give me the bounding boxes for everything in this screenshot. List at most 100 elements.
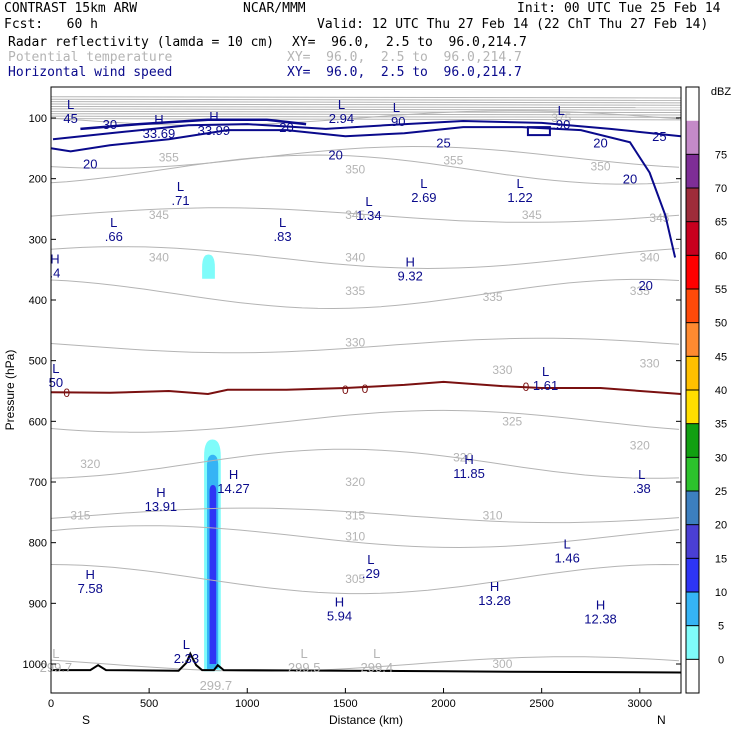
colorbar: 0 5 10 15 20 25 30 35 40 45 50 55 60 65 70 75 dBZ — [685, 86, 731, 694]
extremum-value-23: 13.28 — [478, 593, 511, 608]
extremum-value-24: 5.94 — [327, 608, 352, 623]
theta-label: 315 — [70, 508, 90, 522]
extremum-type-9: L — [516, 176, 523, 191]
extremum-value-22: 7.58 — [78, 581, 103, 596]
theta-label: 320 — [345, 475, 365, 489]
extremum-type-18: L — [638, 467, 645, 482]
extremum-value-20: 1.46 — [555, 551, 580, 566]
reflectivity-cell-3 — [202, 254, 215, 279]
colorbar-level: 55 — [715, 284, 727, 296]
wind-contour-30 — [80, 118, 307, 131]
extremum-value-8: 2.69 — [411, 190, 436, 205]
theta-label: 350 — [345, 163, 365, 177]
extremum-value-25: 12.38 — [584, 611, 617, 626]
extremum-value-28: 299.5 — [288, 660, 321, 675]
extremum-type-4: L — [393, 100, 400, 115]
extremum-value-12: .4 — [50, 266, 61, 281]
theta-upper-line — [50, 105, 682, 109]
theta-contour-355 — [50, 145, 680, 169]
wind-label: 20 — [83, 157, 97, 172]
extremum-type-21: L — [367, 552, 374, 567]
x-tick-label: 1000 — [235, 698, 259, 710]
wind-contour-closed — [526, 126, 551, 137]
extremum-value-5: .90 — [552, 117, 570, 132]
colorbar-swatch-9 — [686, 356, 699, 390]
colorbar-level: 5 — [718, 621, 724, 633]
reflectivity-layer — [202, 254, 221, 672]
zero-isotherm-line — [50, 380, 682, 396]
theta-contour-325 — [50, 409, 680, 433]
south-end-label: S — [82, 713, 90, 727]
theta-label: 320 — [80, 457, 100, 471]
extremum-type-5: L — [558, 103, 565, 118]
theta-label: 330 — [345, 335, 365, 349]
x-axis-label: Distance (km) — [329, 713, 403, 727]
forecast-hour: Fcst: 60 h — [4, 17, 98, 32]
colorbar-swatch-14 — [686, 188, 699, 222]
extremum-type-11: L — [279, 215, 286, 230]
colorbar-swatch-5 — [686, 491, 699, 525]
extremum-type-10: L — [110, 215, 117, 230]
theta-label: 330 — [640, 357, 660, 371]
extremum-type-14: L — [52, 361, 59, 376]
colorbar-level: 40 — [715, 385, 727, 397]
zero-isotherm-label: 0 — [342, 383, 349, 397]
extremum-type-1: H — [154, 112, 163, 127]
extremum-type-20: L — [564, 537, 571, 552]
colorbar-level: 30 — [715, 452, 727, 464]
colorbar-swatch-10 — [686, 322, 699, 357]
x-tick-label: 2000 — [431, 698, 455, 710]
extremum-value-9: 1.22 — [507, 190, 532, 205]
theta-label: 325 — [502, 414, 522, 428]
extremum-value-3: 2.94 — [329, 111, 354, 126]
wind-label: 25 — [652, 129, 666, 144]
colorbar-swatch-12 — [686, 255, 699, 289]
colorbar-swatch-0 — [686, 659, 699, 693]
colorbar-unit: dBZ — [711, 86, 731, 98]
colorbar-level: 20 — [715, 520, 727, 532]
theta-upper-line — [50, 101, 682, 104]
zero-isotherm-label: 0 — [362, 382, 369, 396]
zero-isotherm-label: 0 — [63, 386, 70, 400]
theta-contour-330 — [50, 337, 680, 354]
colorbar-level: 45 — [715, 351, 727, 363]
y-tick-label: 900 — [29, 598, 47, 610]
colorbar-swatch-8 — [686, 390, 699, 424]
extremum-value-7: 1.34 — [356, 208, 381, 223]
theta-upper-line — [50, 98, 682, 101]
theta-label: 340 — [149, 251, 169, 265]
extremum-value-17: 14.27 — [217, 481, 250, 496]
field-xy-wind: XY= 96.0, 2.5 to 96.0,214.7 — [287, 65, 522, 80]
terrain-line — [51, 651, 682, 674]
theta-label: 305 — [345, 572, 365, 586]
theta-label: 335 — [345, 284, 365, 298]
theta-label: 320 — [453, 451, 473, 465]
wind-label: 20 — [593, 135, 607, 150]
theta-label: 355 — [159, 150, 179, 164]
theta-label: 335 — [483, 290, 503, 304]
colorbar-swatch-6 — [686, 457, 699, 491]
y-tick-label: 300 — [29, 234, 47, 246]
extremum-type-24: H — [335, 594, 344, 609]
wind-label: 20 — [623, 172, 637, 187]
extremum-value-1: 33.69 — [143, 126, 176, 141]
extremum-type-16: H — [464, 452, 473, 467]
extremum-type-27: L — [52, 646, 59, 661]
theta-label: 335 — [630, 284, 650, 298]
wind-label: 30 — [103, 117, 117, 132]
init-time: Init: 00 UTC Tue 25 Feb 14 — [517, 1, 721, 16]
extremum-type-7: L — [365, 194, 372, 209]
extremum-value-11: .83 — [274, 229, 292, 244]
wind-contour-25 — [52, 119, 682, 141]
colorbar-swatch-13 — [686, 221, 699, 256]
field-name-theta: Potential temperature — [8, 50, 173, 65]
theta-contour-310 — [50, 525, 680, 549]
theta-label: 300 — [492, 657, 512, 671]
extremum-type-0: L — [67, 97, 74, 112]
y-tick-label: 1000 — [23, 659, 47, 671]
extremum-type-29: L — [373, 646, 380, 661]
organization-label: NCAR/MMM — [243, 1, 306, 16]
